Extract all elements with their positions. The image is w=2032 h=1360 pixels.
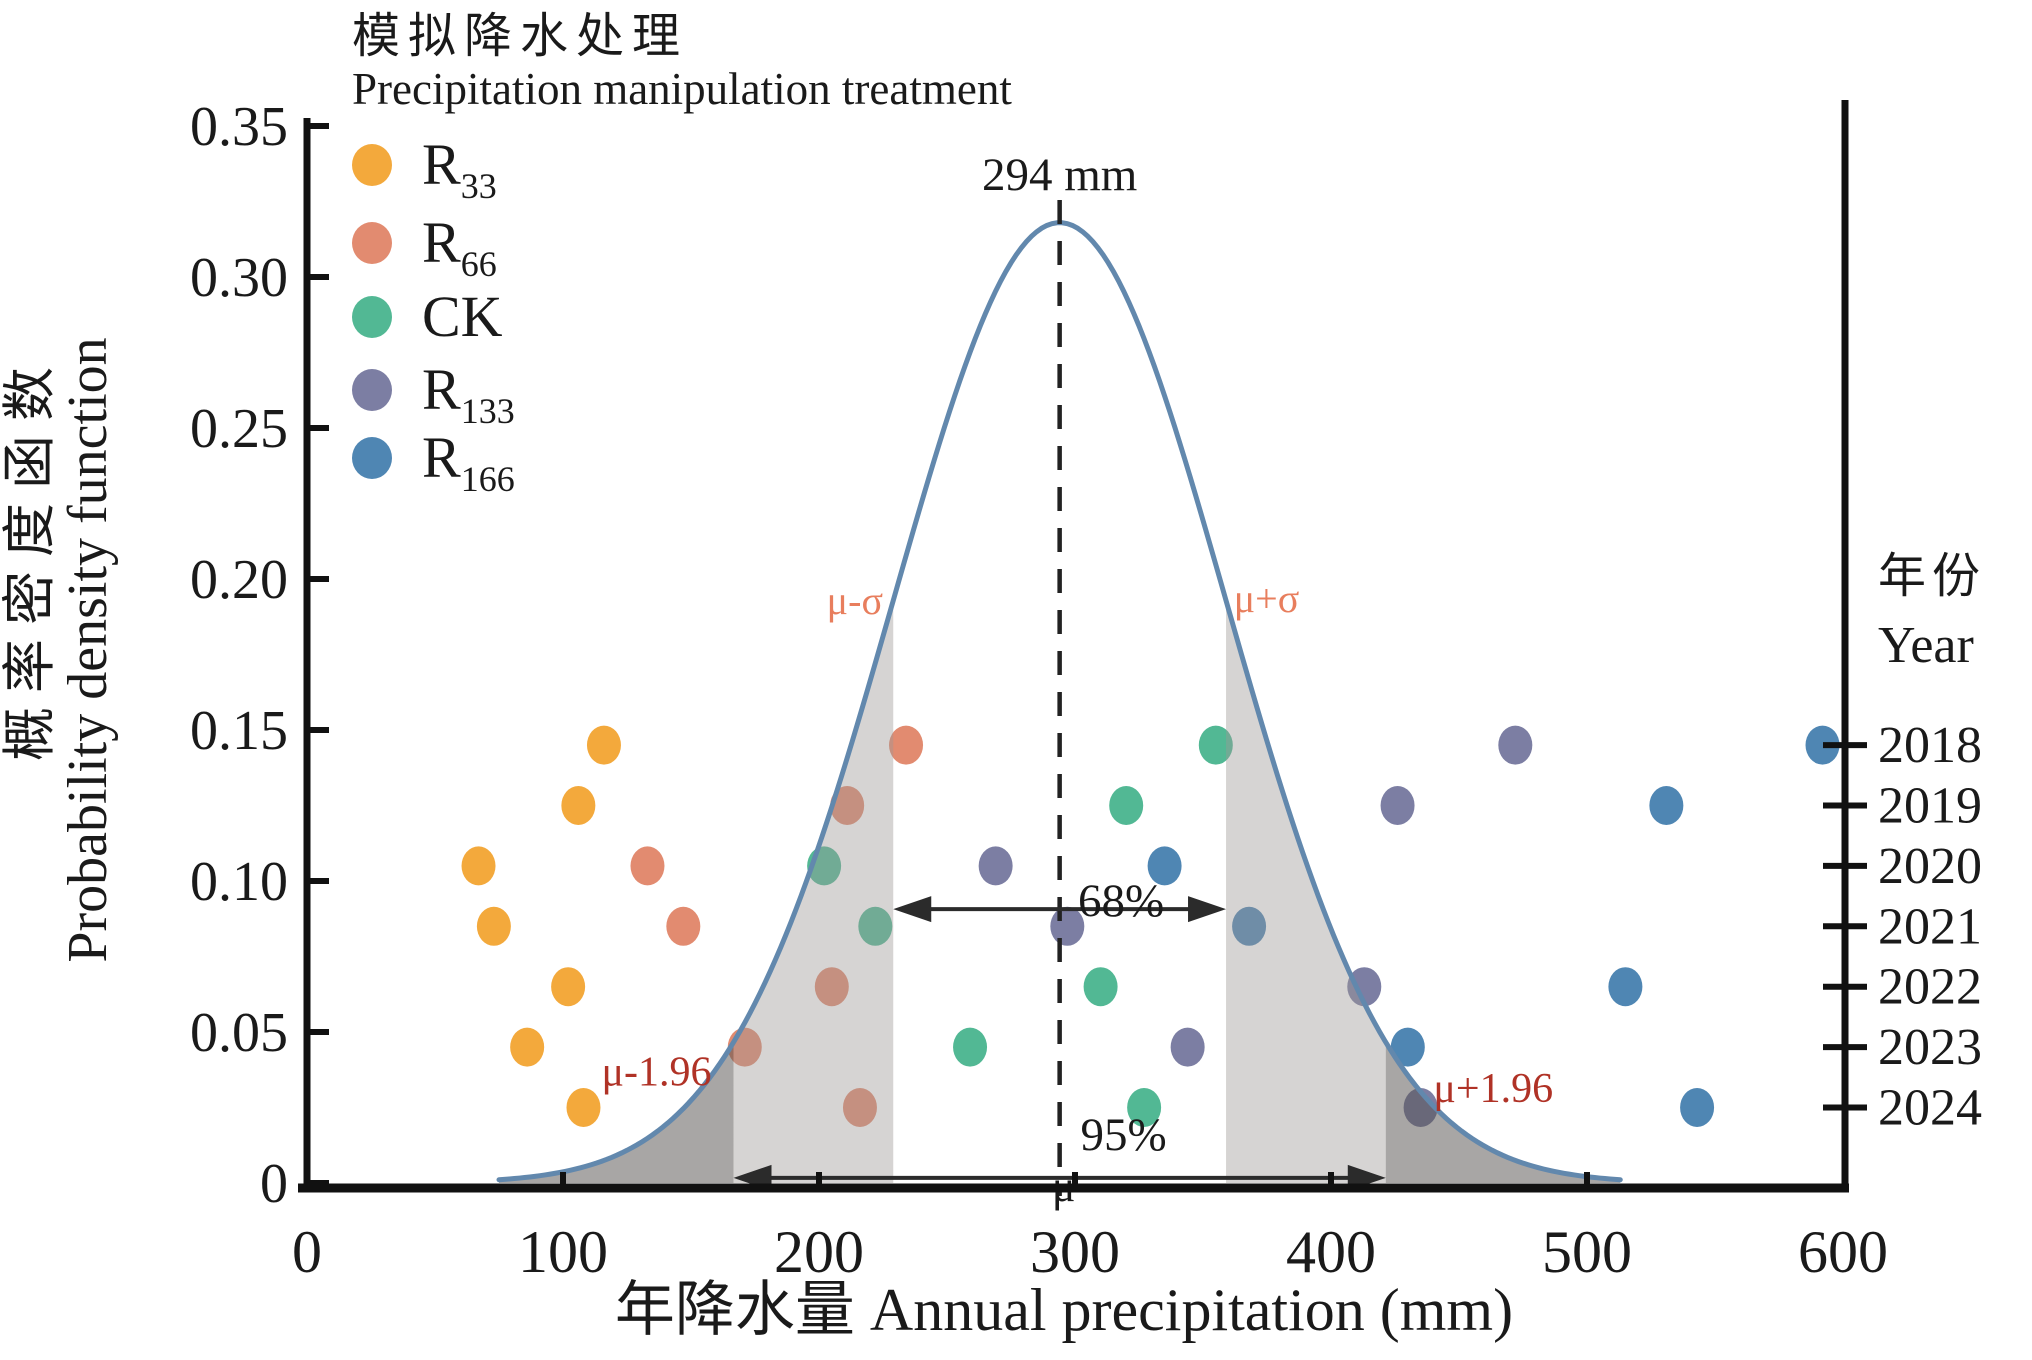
mu-plus-196-label: μ+1.96 bbox=[1433, 1066, 1553, 1112]
scatter-point-R66-2024 bbox=[842, 1088, 877, 1127]
mu-minus-196-label: μ-1.96 bbox=[601, 1049, 711, 1095]
scatter-point-R166-2019 bbox=[1649, 786, 1684, 825]
x-axis-title: 年降水量 Annual precipitation (mm) bbox=[615, 1277, 1513, 1343]
scatter-point-R33-2019 bbox=[561, 786, 596, 825]
scatter-point-R66-2019 bbox=[830, 786, 865, 825]
y-tick-label-0.10: 0.10 bbox=[190, 851, 288, 913]
legend-swatch-R166 bbox=[352, 437, 392, 479]
legend-label-R66: R66 bbox=[422, 210, 497, 284]
scatter-point-CK-2019 bbox=[1109, 786, 1144, 825]
label-68pct: 68% bbox=[1078, 875, 1164, 927]
legend-title-zh: 模拟降水处理 bbox=[352, 10, 688, 63]
y-axis-title-en: Probability density function bbox=[57, 337, 119, 962]
legend-swatch-R133 bbox=[352, 369, 392, 411]
scatter-point-R33-2022 bbox=[551, 967, 586, 1007]
legend-swatch-R66 bbox=[352, 222, 392, 264]
scatter-point-R66-2021 bbox=[666, 906, 701, 946]
scatter-point-CK-2024 bbox=[1127, 1088, 1162, 1127]
y-tick-label-0.35: 0.35 bbox=[190, 96, 288, 158]
label-95pct: 95% bbox=[1081, 1109, 1167, 1161]
right-axis-title-zh: 年份 bbox=[1878, 550, 1986, 603]
y-tick-label-0: 0 bbox=[260, 1153, 288, 1215]
scatter-point-R166-2021 bbox=[1232, 906, 1267, 946]
year-label-2018: 2018 bbox=[1878, 717, 1982, 774]
scatter-point-R133-2018 bbox=[1498, 725, 1533, 765]
scatter-point-R66-2020 bbox=[630, 846, 665, 886]
y-tick-label-0.20: 0.20 bbox=[190, 549, 288, 611]
scatter-point-CK-2023 bbox=[953, 1027, 988, 1067]
band-right-tail bbox=[1385, 1042, 1621, 1183]
y-axis-title-zh: 概率密度函数 bbox=[0, 353, 60, 761]
y-tick-label-0.25: 0.25 bbox=[190, 398, 288, 460]
scatter-points bbox=[461, 725, 1840, 1127]
y-tick-label-0.05: 0.05 bbox=[190, 1002, 288, 1064]
scatter-point-R66-2022 bbox=[814, 967, 849, 1007]
x-tick-label-0: 0 bbox=[292, 1219, 322, 1285]
scatter-point-R166-2018 bbox=[1805, 725, 1840, 765]
mu-minus-sigma-label: μ-σ bbox=[827, 578, 883, 623]
scatter-point-R166-2024 bbox=[1680, 1088, 1715, 1127]
legend-title-en: Precipitation manipulation treatment bbox=[352, 64, 1012, 114]
arrow-68pct bbox=[893, 896, 1227, 923]
legend-label-R33: R33 bbox=[422, 132, 497, 206]
scatter-point-R166-2023 bbox=[1390, 1027, 1425, 1067]
year-label-2019: 2019 bbox=[1878, 778, 1982, 835]
legend-label-R166: R166 bbox=[422, 425, 515, 499]
year-label-2021: 2021 bbox=[1878, 898, 1982, 955]
scatter-point-R166-2020 bbox=[1147, 846, 1182, 886]
scatter-point-CK-2018 bbox=[1198, 725, 1233, 765]
x-tick-label-100: 100 bbox=[518, 1219, 608, 1285]
scatter-point-R133-2019 bbox=[1380, 786, 1415, 825]
peak-value-label: 294 mm bbox=[982, 149, 1137, 201]
legend-swatch-R33 bbox=[352, 144, 392, 186]
scatter-point-R33-2018 bbox=[586, 725, 621, 765]
legend-label-R133: R133 bbox=[422, 357, 515, 431]
scatter-point-CK-2021 bbox=[858, 906, 893, 946]
mu-plus-sigma-label: μ+σ bbox=[1234, 576, 1300, 621]
x-tick-label-400: 400 bbox=[1286, 1219, 1376, 1285]
scatter-point-R133-2023 bbox=[1170, 1027, 1205, 1067]
legend-swatch-CK bbox=[352, 296, 392, 338]
year-label-2020: 2020 bbox=[1878, 838, 1982, 895]
x-tick-label-200: 200 bbox=[774, 1219, 864, 1285]
scatter-point-R133-2020 bbox=[978, 846, 1013, 886]
y-tick-label-0.30: 0.30 bbox=[190, 247, 288, 309]
scatter-point-R166-2022 bbox=[1608, 967, 1643, 1007]
x-tick-label-600: 600 bbox=[1798, 1219, 1888, 1285]
scatter-point-R33-2023 bbox=[510, 1027, 545, 1067]
legend-label-CK: CK bbox=[422, 284, 503, 349]
x-tick-label-300: 300 bbox=[1030, 1219, 1120, 1285]
scatter-point-R33-2020 bbox=[461, 846, 496, 886]
axes bbox=[298, 100, 1867, 1193]
year-label-2022: 2022 bbox=[1878, 959, 1982, 1016]
year-label-2023: 2023 bbox=[1878, 1019, 1982, 1076]
scatter-point-CK-2022 bbox=[1083, 967, 1118, 1007]
scatter-point-R133-2022 bbox=[1347, 967, 1382, 1007]
scatter-point-R33-2021 bbox=[476, 906, 511, 946]
scatter-point-R33-2024 bbox=[566, 1088, 601, 1127]
band-left-tail bbox=[499, 1042, 734, 1183]
scatter-point-R66-2018 bbox=[889, 725, 924, 765]
year-label-2024: 2024 bbox=[1878, 1080, 1982, 1137]
y-tick-label-0.15: 0.15 bbox=[190, 700, 288, 762]
right-axis-title-en: Year bbox=[1878, 617, 1974, 674]
x-tick-label-500: 500 bbox=[1542, 1219, 1632, 1285]
